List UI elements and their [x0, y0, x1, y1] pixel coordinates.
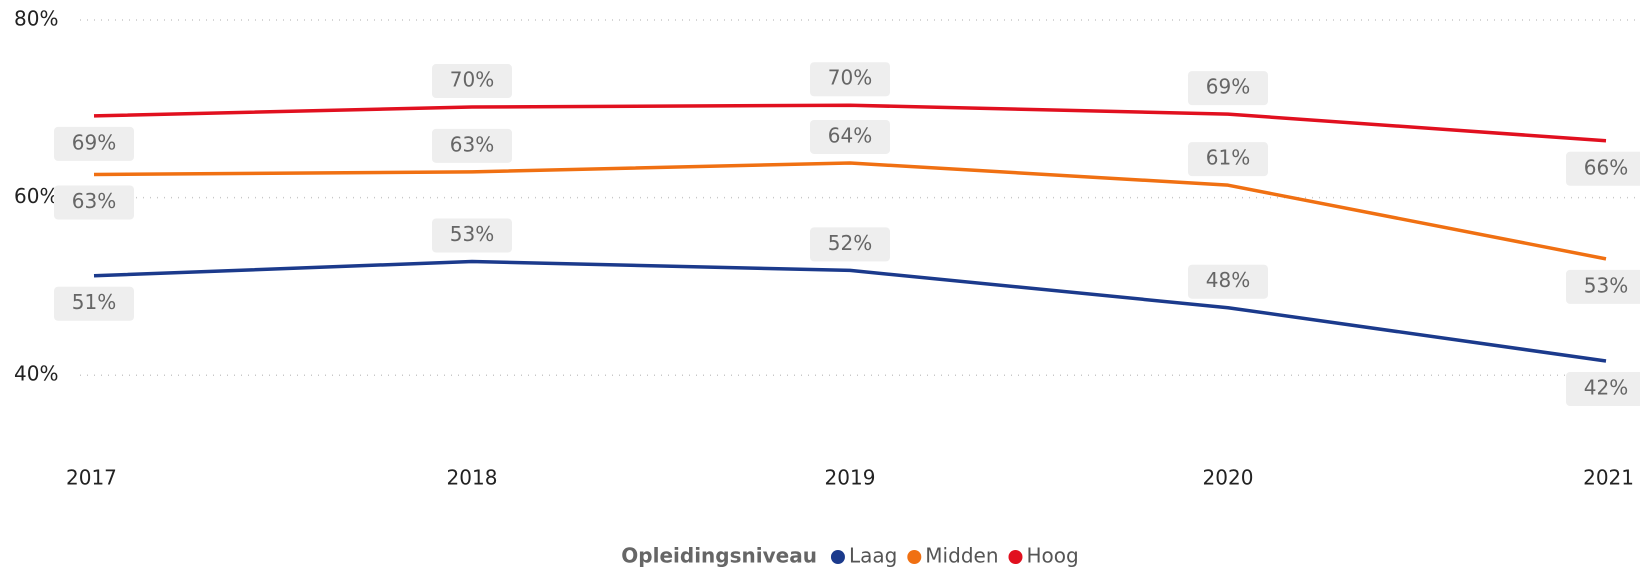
value-label-text: 70%: [828, 66, 872, 90]
value-label: 63%: [54, 185, 134, 220]
value-label-text: 53%: [1584, 273, 1628, 297]
value-label: 70%: [810, 62, 890, 97]
legend-label: Midden: [925, 544, 998, 568]
x-tick-label: 2019: [825, 466, 876, 490]
value-label-box: [432, 218, 512, 253]
value-label: 66%: [1566, 151, 1640, 186]
value-label: 61%: [1188, 142, 1268, 177]
legend-title: Opleidingsniveau: [621, 544, 817, 568]
value-label-box: [810, 62, 890, 97]
value-label-box: [54, 126, 134, 161]
value-label: 53%: [1566, 269, 1640, 304]
value-label-text: 61%: [1206, 146, 1250, 170]
value-label-box: [1566, 151, 1640, 186]
value-label-text: 53%: [450, 222, 494, 246]
value-label-text: 42%: [1584, 375, 1628, 399]
value-label: 52%: [810, 227, 890, 262]
value-label: 69%: [54, 126, 134, 161]
value-label: 64%: [810, 119, 890, 154]
value-label-box: [54, 286, 134, 321]
x-tick-label: 2018: [447, 466, 498, 490]
value-label-text: 70%: [450, 68, 494, 92]
value-label: 42%: [1566, 371, 1640, 406]
line: [93, 161, 1607, 261]
legend-marker: [907, 550, 922, 564]
value-label: 48%: [1188, 264, 1268, 299]
value-label-box: [432, 128, 512, 163]
value-label-text: 66%: [1584, 155, 1628, 179]
value-label: 69%: [1188, 71, 1268, 106]
value-label-box: [432, 64, 512, 99]
line: [93, 103, 1607, 143]
value-label: 70%: [432, 64, 512, 99]
value-label-box: [1188, 71, 1268, 106]
legend-marker: [830, 550, 845, 564]
value-label-box: [810, 119, 890, 154]
value-label-text: 52%: [828, 231, 872, 255]
value-label-box: [810, 227, 890, 262]
value-label: 63%: [432, 128, 512, 163]
value-label-text: 64%: [828, 123, 872, 147]
legend-label: Laag: [849, 544, 897, 568]
value-label-text: 48%: [1206, 268, 1250, 292]
line: [93, 259, 1607, 363]
value-label-text: 69%: [72, 130, 116, 154]
value-label-box: [1566, 269, 1640, 304]
value-label-text: 63%: [450, 132, 494, 156]
value-label-box: [54, 185, 134, 220]
x-tick-label: 2021: [1583, 466, 1634, 490]
x-tick-label: 2020: [1203, 466, 1254, 490]
value-label-box: [1188, 264, 1268, 299]
y-tick-label: 80%: [14, 7, 58, 31]
y-tick-label: 60%: [14, 184, 58, 208]
value-label-box: [1188, 142, 1268, 177]
y-tick-label: 40%: [14, 362, 58, 386]
x-tick-label: 2017: [66, 466, 117, 490]
value-label: 51%: [54, 286, 134, 321]
legend: Opleidingsniveau Laag Midden Hoog: [621, 544, 1078, 568]
value-label-text: 63%: [72, 189, 116, 213]
value-label: 53%: [432, 218, 512, 253]
legend-marker: [1008, 550, 1023, 564]
value-label-text: 69%: [1206, 75, 1250, 99]
legend-label: Hoog: [1026, 544, 1078, 568]
value-label-box: [1566, 371, 1640, 406]
value-label-text: 51%: [72, 290, 116, 314]
